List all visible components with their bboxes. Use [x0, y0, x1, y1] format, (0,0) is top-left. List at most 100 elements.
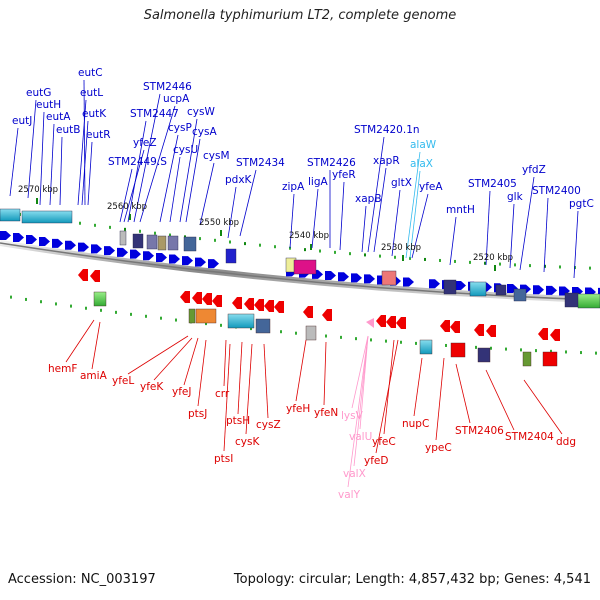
scale-dot — [295, 331, 297, 335]
gene-label: STM2405 — [468, 178, 517, 190]
scale-dot — [454, 259, 456, 263]
gene-label: yfeD — [364, 455, 388, 467]
reverse-gene — [180, 291, 190, 303]
kbp-tick: 2550 kbp — [199, 218, 239, 228]
reverse-gene — [212, 295, 222, 307]
rna-label: valX — [343, 468, 366, 480]
scale-dot — [304, 248, 306, 252]
gene-box — [0, 208, 21, 222]
scale-dot — [10, 295, 12, 299]
scale-dot — [109, 225, 111, 229]
label-connector — [543, 197, 549, 273]
label-connector — [375, 339, 399, 454]
gene-box — [469, 281, 487, 297]
gene-features — [0, 208, 600, 367]
scale-dot — [199, 237, 201, 241]
label-connector — [65, 319, 95, 363]
scale-dot — [499, 262, 501, 266]
scale-dot — [274, 245, 276, 249]
scale-dot — [535, 349, 537, 353]
label-connector — [119, 168, 133, 223]
gene-box — [450, 342, 466, 358]
label-connector — [455, 363, 471, 424]
kbp-tick-mark — [129, 214, 131, 220]
scale-dot — [280, 330, 282, 334]
scale-dot — [445, 343, 447, 347]
label-connector — [185, 138, 201, 223]
gene-box — [93, 291, 107, 307]
scale-dot — [289, 246, 291, 250]
scale-dot — [139, 229, 141, 233]
forward-gene — [403, 277, 414, 287]
scale-dot — [400, 340, 402, 344]
scale-dot — [559, 265, 561, 269]
kbp-tick-mark — [494, 265, 496, 271]
rna-label: valY — [338, 489, 361, 501]
label-connector — [523, 379, 563, 435]
gene-box — [513, 288, 527, 302]
label-connector — [409, 170, 421, 259]
scale-dot — [79, 221, 81, 225]
gene-label: yfeA — [419, 181, 443, 193]
reverse-gene — [322, 309, 332, 321]
gene-label: nupC — [402, 418, 429, 430]
gene-label: yfeC — [372, 436, 396, 448]
gene-label: eutG — [26, 87, 51, 99]
scale-dot — [370, 338, 372, 342]
reverse-gene — [192, 292, 202, 304]
kbp-tick-mark — [402, 255, 404, 261]
reverse-gene — [538, 328, 548, 340]
scale-dot — [394, 255, 396, 259]
label-connector — [169, 156, 181, 223]
gene-label: STM2449.S — [108, 156, 167, 168]
scale-dot — [160, 316, 162, 320]
scale-dot — [154, 231, 156, 235]
label-connector — [127, 120, 147, 223]
label-connector — [91, 321, 101, 370]
reverse-gene — [450, 321, 460, 333]
forward-gene — [351, 273, 362, 283]
forward-gene — [26, 235, 37, 245]
scale-dot — [124, 227, 126, 231]
scale-dot — [340, 335, 342, 339]
gene-box — [227, 313, 255, 329]
scale-dot — [55, 302, 57, 306]
gene-label: cysM — [203, 150, 230, 162]
gene-label: cysA — [192, 126, 217, 138]
scale-dot — [205, 322, 207, 326]
gene-label: eutA — [46, 111, 71, 123]
scale-dot — [505, 347, 507, 351]
gene-label: yfeR — [332, 169, 356, 181]
label-connector — [435, 357, 445, 441]
gene-label: cysP — [168, 122, 192, 134]
scale-dot — [595, 351, 597, 355]
gene-box — [167, 235, 179, 251]
scale-dot — [334, 250, 336, 254]
forward-gene — [143, 251, 154, 261]
scale-dot — [244, 242, 246, 246]
gene-label: cysK — [235, 436, 260, 448]
forward-gene — [130, 249, 141, 259]
scale-dot — [385, 339, 387, 343]
scale-dot — [40, 300, 42, 304]
label-connector — [223, 339, 227, 387]
scale-dot — [70, 304, 72, 308]
forward-gene — [195, 257, 206, 267]
scale-dot — [349, 252, 351, 256]
label-connector — [367, 136, 385, 253]
scale-dot — [529, 264, 531, 268]
rna-label: alaX — [410, 158, 433, 170]
forward-gene — [0, 231, 11, 240]
scale-dot — [229, 240, 231, 244]
reverse-gene — [386, 316, 396, 328]
gene-label: hemF — [48, 363, 77, 375]
scale-dot — [175, 318, 177, 322]
reverse-gene — [274, 301, 284, 313]
scale-dot — [169, 233, 171, 237]
label-connector — [179, 118, 198, 223]
label-connector — [139, 105, 176, 223]
reverse-gene — [264, 300, 274, 312]
gene-label: eutR — [86, 129, 111, 141]
label-connector — [77, 99, 87, 206]
